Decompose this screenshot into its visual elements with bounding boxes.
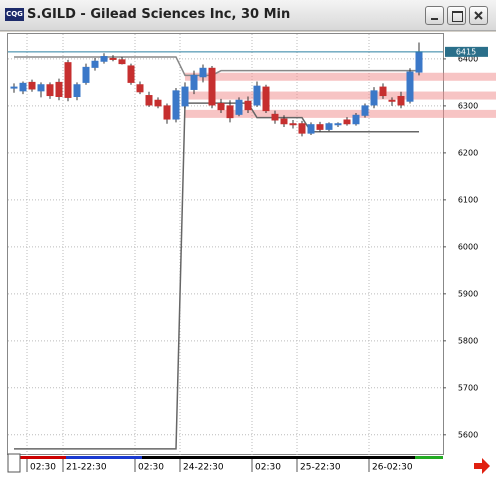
x-tick-label: 02:30 [138, 463, 164, 473]
channel-line [14, 56, 419, 77]
candle-body [127, 65, 135, 83]
window-title: S.GILD - Gilead Sciences Inc, 30 Min [27, 7, 291, 22]
maximize-button[interactable] [447, 6, 466, 25]
candle-body [208, 67, 216, 106]
x-tick-label: 02:30 [30, 463, 56, 473]
candle-body [334, 123, 342, 126]
candle-body [361, 105, 369, 116]
candle-body [136, 84, 144, 93]
candle-body [10, 86, 18, 89]
candle-body [64, 62, 72, 98]
x-tick-label: 25-22:30 [300, 463, 341, 473]
candle-body [379, 86, 387, 97]
scroll-box[interactable] [7, 453, 21, 473]
candle-body [244, 100, 252, 111]
y-tick-label: 6300 [458, 101, 478, 110]
x-tick-label: 02:30 [255, 463, 281, 473]
session-strip [415, 456, 443, 459]
y-tick-label: 5800 [458, 336, 478, 345]
candle-body [37, 84, 45, 92]
y-tick-label: 5900 [458, 289, 478, 298]
candle-body [343, 119, 351, 125]
close-button[interactable] [469, 6, 488, 25]
highlight-band [185, 109, 496, 118]
x-tick-label: 26-02:30 [372, 463, 413, 473]
chart: 5600 5700 5800 5900 6000 6100 6200 6300 6400 02:3… [0, 32, 496, 480]
scroll-arrow[interactable] [474, 458, 490, 474]
highlight-band [185, 72, 496, 81]
candle-body [91, 60, 99, 68]
x-tick-label: 21-22:30 [66, 463, 107, 473]
plot-frame [7, 33, 444, 455]
candle-body [316, 124, 324, 130]
session-strip [8, 456, 443, 459]
candle-body [388, 99, 396, 102]
candle-body [55, 81, 63, 97]
candle-body [190, 74, 198, 90]
candle-body [406, 71, 414, 102]
candle-body [118, 59, 126, 65]
candle-body [226, 105, 234, 119]
candle-body [82, 66, 90, 83]
session-strip [66, 456, 142, 459]
candle-body [289, 123, 297, 126]
highlight-band [185, 91, 496, 100]
candle-body [397, 95, 405, 106]
minimize-button[interactable] [425, 6, 444, 25]
candle-body [217, 103, 225, 111]
candle-body [172, 90, 180, 120]
candle-body [154, 99, 162, 107]
candle-body [253, 85, 261, 106]
candle-body [199, 67, 207, 78]
candle-body [415, 51, 423, 73]
session-strip [20, 456, 66, 459]
candle-body [262, 86, 270, 112]
candle-body [28, 81, 36, 90]
channel-line [14, 102, 419, 450]
candle-body [73, 84, 81, 97]
candle-body [100, 56, 108, 62]
y-tick-label: 6000 [458, 242, 478, 251]
candle-body [163, 105, 171, 120]
last-price-label: 6415 [456, 47, 476, 56]
candle-body [46, 84, 54, 97]
y-tick-label: 5700 [458, 383, 478, 392]
candle-body [109, 57, 117, 60]
candle-body [352, 114, 360, 125]
title-bar: CQG S.GILD - Gilead Sciences Inc, 30 Min [0, 0, 496, 31]
candle-body [280, 118, 288, 125]
candle-body [145, 95, 153, 106]
candle-body [271, 113, 279, 121]
candle-body [325, 123, 333, 130]
candle-body [181, 86, 189, 107]
y-tick-label: 5600 [458, 430, 478, 439]
y-tick-label: 6100 [458, 195, 478, 204]
candle-body [307, 124, 315, 134]
y-tick-label: 6400 [458, 54, 478, 63]
candle-body [235, 99, 243, 115]
last-price-tag [445, 46, 488, 57]
candle-body [370, 90, 378, 106]
app-icon: CQG [5, 8, 24, 21]
candle-body [298, 123, 306, 134]
x-tick-label: 24-22:30 [183, 463, 224, 473]
candle-body [19, 82, 27, 92]
y-tick-label: 6200 [458, 148, 478, 157]
